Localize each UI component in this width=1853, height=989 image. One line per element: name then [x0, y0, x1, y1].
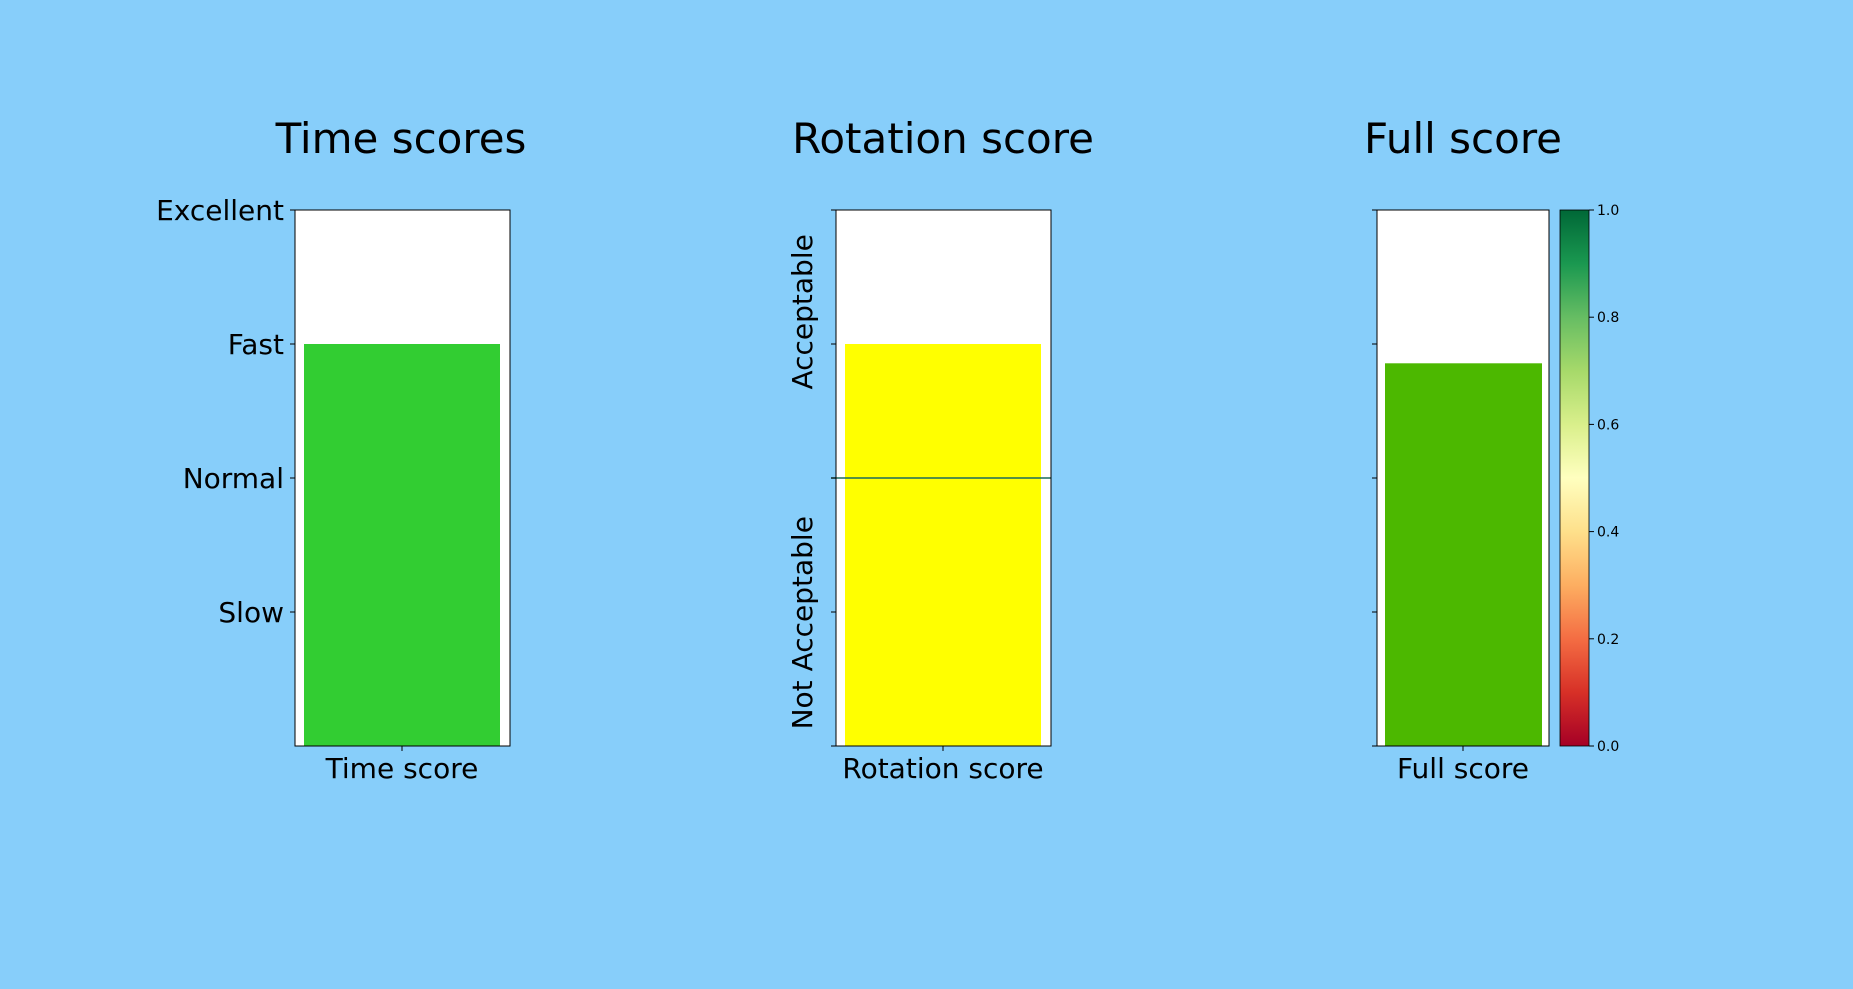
colorbar-tick-label: 1.0	[1597, 203, 1619, 219]
full-score-bar	[1385, 363, 1542, 746]
time-ytick-label: Fast	[228, 328, 284, 361]
colorbar-gradient	[1559, 209, 1590, 747]
colorbar-tick-label: 0.2	[1597, 632, 1619, 648]
full-x-tick-label: Full score	[1397, 752, 1529, 785]
time-x-tick-label: Time score	[325, 752, 479, 785]
full-bars	[1385, 363, 1542, 746]
rotation-score-panel: Rotation score Acceptable Not Acceptable…	[786, 114, 1094, 785]
time-ytick-label: Excellent	[156, 194, 284, 227]
full-score-panel: Full score Full score 0.0 0.2 0.4 0.6 0.8 1.0	[1364, 114, 1619, 785]
colorbar-tick-label: 0.8	[1597, 310, 1619, 326]
time-bars	[304, 344, 500, 746]
colorbar-tick-label: 0.6	[1597, 417, 1619, 433]
time-chart-title: Time scores	[275, 114, 527, 163]
colorbar-tick-label: 0.0	[1597, 739, 1619, 755]
time-score-bar	[304, 344, 500, 746]
time-scores-panel: Time scores Slow Normal Fast Excellent Time…	[156, 114, 526, 785]
rotation-yticks	[831, 209, 836, 747]
acceptable-label: Acceptable	[786, 234, 819, 389]
colorbar-tick-label: 0.4	[1597, 525, 1619, 541]
colorbar-ticks: 0.0 0.2 0.4 0.6 0.8 1.0	[1589, 203, 1619, 755]
rotation-chart-title: Rotation score	[792, 114, 1094, 163]
time-ytick-label: Normal	[183, 462, 284, 495]
rotation-score-bar	[845, 344, 1041, 746]
colorbar: 0.0 0.2 0.4 0.6 0.8 1.0	[1559, 203, 1619, 755]
full-yticks	[1372, 209, 1377, 747]
rotation-bars	[845, 344, 1041, 746]
full-chart-title: Full score	[1364, 114, 1562, 163]
time-yticks: Slow Normal Fast Excellent	[156, 194, 295, 629]
rotation-x-tick-label: Rotation score	[842, 752, 1043, 785]
not-acceptable-label: Not Acceptable	[786, 516, 819, 729]
time-ytick-label: Slow	[218, 596, 284, 629]
